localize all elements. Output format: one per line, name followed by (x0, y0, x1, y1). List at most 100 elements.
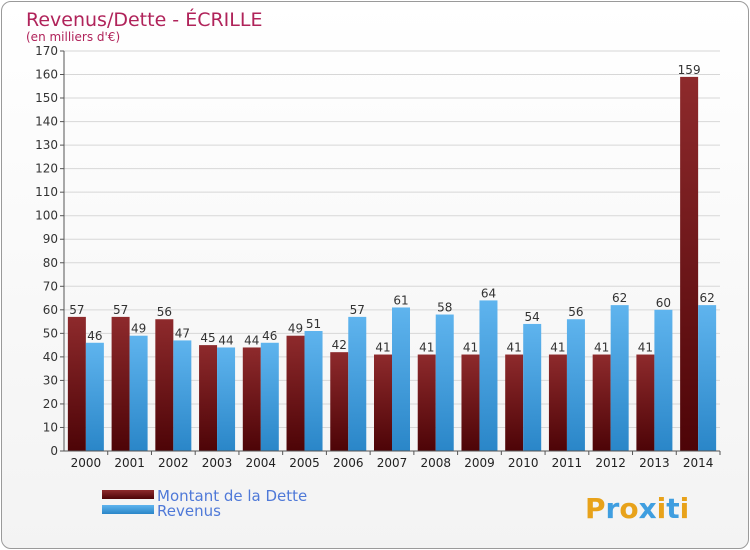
x-tick-label: 2006 (333, 456, 364, 470)
bar-debt (242, 347, 261, 451)
bar-revenus (304, 331, 323, 451)
value-label: 62 (612, 291, 627, 305)
chart-subtitle: (en milliers d'€) (26, 30, 120, 44)
legend-label-debt: Montant de la Dette (157, 487, 307, 505)
logo-letter: x (639, 492, 657, 525)
logo-letter: i (657, 492, 667, 525)
value-label: 62 (699, 291, 714, 305)
y-tick-label: 80 (43, 256, 58, 270)
value-label: 41 (550, 341, 565, 355)
x-tick-label: 2014 (683, 456, 714, 470)
value-label: 159 (678, 63, 701, 77)
value-label: 41 (419, 341, 434, 355)
legend-swatch-debt (102, 490, 154, 499)
y-tick-label: 40 (43, 350, 58, 364)
y-tick-label: 60 (43, 303, 58, 317)
y-tick-label: 0 (50, 444, 58, 458)
value-label: 51 (306, 317, 321, 331)
bar-debt (330, 352, 349, 451)
bar-debt (461, 354, 480, 451)
value-label: 56 (568, 305, 583, 319)
value-label: 41 (638, 341, 653, 355)
bar-revenus (260, 342, 279, 451)
bar-debt (636, 354, 655, 451)
bar-revenus (479, 300, 498, 451)
value-label: 41 (375, 341, 390, 355)
bar-debt (548, 354, 567, 451)
value-label: 42 (332, 338, 347, 352)
x-tick-label: 2005 (289, 456, 320, 470)
x-tick-label: 2002 (158, 456, 189, 470)
x-tick-label: 2012 (595, 456, 626, 470)
logo-letter: r (606, 492, 620, 525)
y-tick-label: 50 (43, 326, 58, 340)
x-tick-label: 2008 (420, 456, 451, 470)
value-label: 41 (594, 341, 609, 355)
proxiti-logo: Proxiti (585, 492, 689, 525)
x-tick-label: 2011 (552, 456, 583, 470)
value-label: 54 (525, 310, 540, 324)
bar-debt (111, 316, 130, 451)
legend-label-revenus: Revenus (157, 502, 221, 520)
value-label: 45 (200, 331, 215, 345)
bar-revenus (129, 335, 148, 451)
logo-letter: t (666, 492, 679, 525)
y-tick-label: 10 (43, 420, 58, 434)
bar-debt (592, 354, 611, 451)
value-label: 64 (481, 286, 496, 300)
y-tick-label: 90 (43, 232, 58, 246)
bar-debt (680, 76, 699, 451)
x-tick-label: 2010 (508, 456, 539, 470)
bar-debt (155, 319, 174, 451)
legend: Montant de la Dette Revenus (102, 487, 307, 520)
bar-revenus (173, 340, 192, 451)
bar-revenus (698, 305, 717, 451)
y-tick-label: 100 (35, 209, 58, 223)
bars (67, 76, 717, 451)
y-tick-label: 70 (43, 279, 58, 293)
x-tick-label: 2004 (246, 456, 277, 470)
value-label: 60 (656, 296, 671, 310)
value-label: 57 (69, 303, 84, 317)
bar-debt (67, 316, 86, 451)
legend-swatch-revenus (102, 505, 154, 514)
x-tick-label: 2013 (639, 456, 670, 470)
bar-revenus (217, 347, 236, 451)
x-axis-ticks: 2000 2001 2002 2003 2004 2005 2006 2007 2008 2009… (71, 451, 721, 470)
chart-title: Revenus/Dette - ÉCRILLE (26, 8, 262, 31)
y-tick-label: 140 (35, 115, 58, 129)
x-tick-label: 2003 (202, 456, 233, 470)
value-label: 58 (437, 301, 452, 315)
bar-revenus (392, 307, 410, 451)
logo-letter: o (619, 492, 638, 525)
y-tick-label: 150 (35, 91, 58, 105)
x-tick-label: 2001 (114, 456, 145, 470)
x-tick-label: 2007 (377, 456, 408, 470)
bar-debt (199, 345, 218, 451)
y-tick-label: 20 (43, 397, 58, 411)
value-label: 49 (288, 322, 303, 336)
y-tick-label: 130 (35, 138, 58, 152)
x-tick-label: 2000 (71, 456, 102, 470)
bar-revenus (610, 305, 629, 451)
y-tick-label: 120 (35, 162, 58, 176)
y-axis-ticks: 0 10 20 30 40 50 60 70 80 90 100 110 120 130 140 150 160… (35, 44, 64, 458)
value-label: 47 (175, 326, 190, 340)
value-label: 56 (157, 305, 172, 319)
logo-letter: P (585, 492, 606, 525)
value-label: 46 (87, 329, 102, 343)
value-label: 44 (218, 333, 233, 347)
bar-debt (417, 354, 436, 451)
bar-debt (286, 335, 305, 451)
value-label: 41 (507, 341, 522, 355)
y-tick-label: 30 (43, 373, 58, 387)
y-tick-label: 110 (35, 185, 58, 199)
bar-revenus (566, 319, 585, 451)
bar-revenus (85, 342, 104, 451)
bar-revenus (523, 323, 542, 451)
bar-debt (505, 354, 524, 451)
value-label: 57 (350, 303, 365, 317)
bar-debt (374, 354, 392, 451)
